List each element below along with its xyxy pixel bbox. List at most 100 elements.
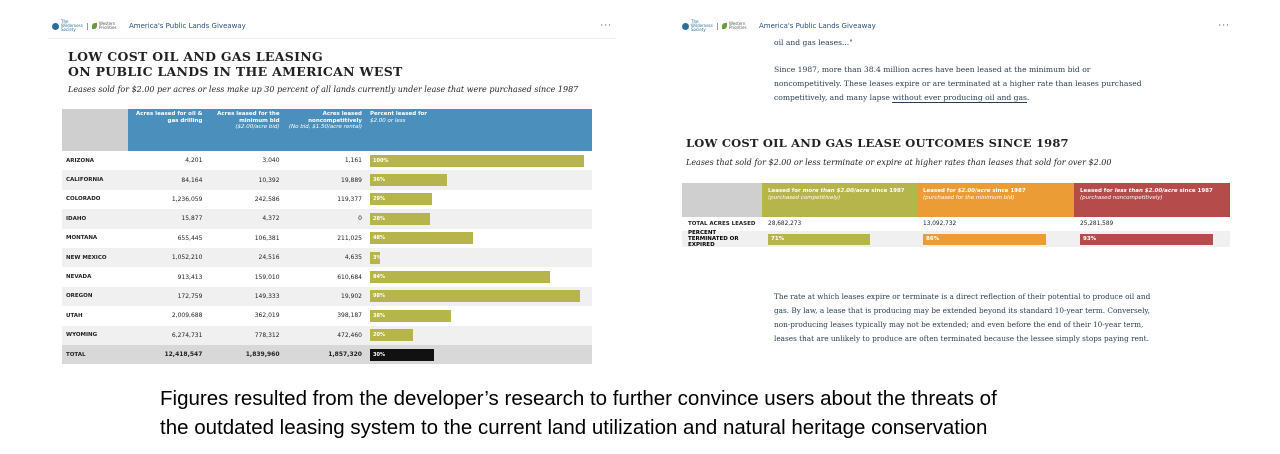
- quote-tail: oil and gas leases...": [774, 38, 853, 47]
- left-panel: The Wilderness Society Western Prioritie…: [48, 12, 616, 365]
- percent-bar-minimum: 86%: [923, 233, 1046, 245]
- percent-bar: 98%: [370, 290, 580, 303]
- acres-noncomp: 472,460: [283, 325, 366, 345]
- acres-drilling: 2,009,688: [171, 312, 203, 320]
- logo-org1: The Wilderness Society: [61, 19, 83, 32]
- producing-link[interactable]: without ever producing oil and gas: [892, 93, 1027, 103]
- state-name: MONTANA: [66, 235, 98, 242]
- state-name: NEVADA: [66, 274, 92, 281]
- total-acres-minimum: 13,092,732: [923, 221, 957, 227]
- percent-cell-noncomp: 93%: [1074, 233, 1230, 245]
- header-percent: Percent leased for $2.00 or less: [366, 109, 592, 151]
- logo-org1: The Wilderness Society: [691, 19, 713, 32]
- acres-noncomp: 1,161: [344, 157, 362, 165]
- percent-cell: 29%: [366, 190, 592, 209]
- acres-noncomp: 0: [283, 209, 366, 229]
- acres-drilling: 12,418,547: [128, 344, 207, 365]
- state-name: TOTAL: [62, 344, 128, 365]
- top-bar: The Wilderness Society Western Prioritie…: [682, 18, 1230, 34]
- chart-title-line2: ON PUBLIC LANDS IN THE AMERICAN WEST: [68, 64, 403, 79]
- acres-noncomp: 19,889: [283, 170, 366, 190]
- app-title[interactable]: America's Public Lands Giveaway: [759, 22, 876, 30]
- percent-bar: 28%: [370, 212, 430, 225]
- percent-bar: 3%: [370, 251, 380, 264]
- table-row: ARIZONA 4,201 3,040 1,161 100%: [62, 151, 592, 170]
- percent-bar: 100%: [370, 154, 584, 167]
- percent-cell: 100%: [366, 151, 592, 170]
- ellipsis-icon[interactable]: ···: [1218, 21, 1230, 31]
- acres-minimum: 10,392: [206, 170, 284, 190]
- acres-minimum: 1,839,960: [206, 344, 284, 365]
- percent-cell: 84%: [366, 267, 592, 286]
- logo[interactable]: The Wilderness Society Western Prioritie…: [52, 20, 119, 32]
- outcomes-table: Leased for more than $2.00/acre since 19…: [682, 183, 1230, 248]
- percent-bar: 29%: [370, 193, 433, 206]
- outcomes-header-row: Leased for more than $2.00/acre since 19…: [682, 183, 1230, 217]
- percent-cell-minimum: 86%: [917, 233, 1074, 245]
- percent-cell: 20%: [366, 325, 592, 345]
- acres-minimum: 242,586: [254, 195, 280, 203]
- acres-drilling: 655,445: [177, 234, 203, 242]
- percent-bar-noncomp: 93%: [1080, 233, 1213, 245]
- percent-cell: 3%: [366, 247, 592, 268]
- acres-noncomp: 398,187: [337, 312, 362, 320]
- acres-drilling: 1,236,059: [171, 195, 203, 203]
- logo-separator: [87, 22, 88, 30]
- percent-cell: 48%: [366, 229, 592, 248]
- percent-cell: 30%: [366, 344, 592, 365]
- chart-subtitle: Leases sold for $2.00 per acres or less …: [68, 85, 579, 94]
- outcomes-subtitle: Leases that sold for $2.00 or less termi…: [686, 158, 1112, 167]
- logo-separator: [717, 22, 718, 30]
- app-title[interactable]: America's Public Lands Giveaway: [129, 22, 246, 30]
- acres-noncomp: 211,025: [337, 234, 362, 242]
- acres-drilling: 4,201: [185, 157, 203, 165]
- outcomes-header-minimum: Leased for $2.00/acre since 1987 (purchas…: [917, 183, 1074, 217]
- acres-drilling: 172,759: [128, 286, 207, 307]
- top-bar: The Wilderness Society Western Prioritie…: [52, 18, 612, 34]
- percent-cell-competitive: 71%: [762, 233, 917, 245]
- caption-line2: the outdated leasing system to the curre…: [160, 416, 988, 439]
- percent-terminated-row: PERCENT TERMINATED OR EXPIRED 71% 86% 93…: [682, 230, 1230, 248]
- state-name: WYOMING: [62, 325, 128, 345]
- chart-title-line1: LOW COST OIL AND GAS LEASING: [68, 49, 323, 64]
- ellipsis-icon[interactable]: ···: [600, 21, 612, 31]
- state-name: CALIFORNIA: [62, 170, 128, 190]
- table-row: IDAHO 15,877 4,372 0 28%: [62, 209, 592, 229]
- acres-drilling: 84,164: [128, 170, 207, 190]
- total-acres-competitive: 28,682,273: [768, 221, 802, 227]
- total-acres-row: TOTAL ACRES LEASED 28,682,273 13,092,732…: [682, 217, 1230, 231]
- total-acres-noncomp: 25,281,589: [1080, 221, 1114, 227]
- acres-minimum: 159,010: [254, 273, 280, 281]
- acres-minimum: 778,312: [206, 325, 284, 345]
- acres-minimum: 3,040: [262, 157, 280, 165]
- western-priorities-logo-icon: [92, 23, 97, 29]
- acres-drilling: 913,413: [177, 273, 203, 281]
- right-panel: The Wilderness Society Western Prioritie…: [678, 12, 1234, 362]
- acres-minimum: 149,333: [206, 286, 284, 307]
- acres-noncomp: 610,684: [337, 273, 362, 281]
- wilderness-society-logo-icon: [52, 22, 59, 30]
- acres-noncomp: 4,635: [283, 247, 366, 268]
- state-name: NEW MEXICO: [62, 247, 128, 268]
- acres-noncomp: 1,857,320: [283, 344, 366, 365]
- acres-minimum: 362,019: [254, 312, 280, 320]
- percent-cell: 38%: [366, 306, 592, 325]
- outcomes-header-competitive: Leased for more than $2.00/acre since 19…: [762, 183, 917, 217]
- wilderness-society-logo-icon: [682, 22, 689, 30]
- percent-bar-competitive: 71%: [768, 233, 870, 245]
- table-row: CALIFORNIA 84,164 10,392 19,889 36%: [62, 170, 592, 190]
- caption: Figures resulted from the developer’s re…: [160, 384, 1260, 442]
- table-row: NEVADA 913,413 159,010 610,684 84%: [62, 267, 592, 286]
- logo[interactable]: The Wilderness Society Western Prioritie…: [682, 20, 749, 32]
- percent-cell: 98%: [366, 286, 592, 307]
- acres-drilling: 6,274,731: [128, 325, 207, 345]
- header-drilling: Acres leased for oil & gas drilling: [128, 109, 207, 151]
- percent-cell: 28%: [366, 209, 592, 229]
- table-row: UTAH 2,009,688 362,019 398,187 38%: [62, 306, 592, 325]
- table-row: WYOMING 6,274,731 778,312 472,460 20%: [62, 325, 592, 345]
- acres-noncomp: 119,377: [337, 195, 362, 203]
- state-name: UTAH: [66, 312, 83, 319]
- outcomes-title: LOW COST OIL AND GAS LEASE OUTCOMES SINC…: [686, 136, 1069, 150]
- state-name: IDAHO: [62, 209, 128, 229]
